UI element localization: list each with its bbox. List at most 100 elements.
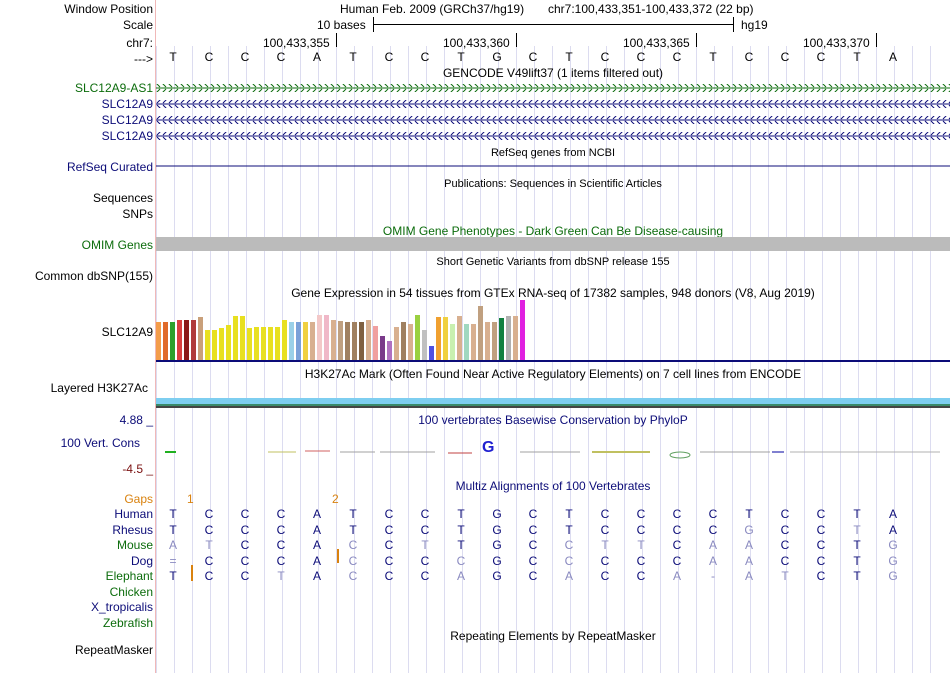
multiz-base: T <box>631 538 651 552</box>
multiz-species-label[interactable]: Zebrafish <box>103 616 153 630</box>
multiz-base: C <box>199 569 219 583</box>
multiz-base: C <box>235 538 255 552</box>
multiz-base: = <box>163 554 183 568</box>
multiz-species-label[interactable]: Elephant <box>106 569 153 583</box>
multiz-base: C <box>811 554 831 568</box>
multiz-base: C <box>595 554 615 568</box>
multiz-base: C <box>379 554 399 568</box>
multiz-base: C <box>595 569 615 583</box>
multiz-base: A <box>307 554 327 568</box>
multiz-base: T <box>847 538 867 552</box>
multiz-base: G <box>883 569 903 583</box>
multiz-base: G <box>883 554 903 568</box>
reference-base: T <box>703 50 723 64</box>
multiz-base: G <box>487 554 507 568</box>
multiz-base: C <box>343 554 363 568</box>
multiz-base: A <box>667 569 687 583</box>
insertion-mark <box>337 549 339 563</box>
multiz-base: C <box>631 523 651 537</box>
multiz-base: C <box>523 538 543 552</box>
multiz-base: T <box>847 569 867 583</box>
reference-base: C <box>775 50 795 64</box>
multiz-base: C <box>811 538 831 552</box>
multiz-base: T <box>451 523 471 537</box>
reference-base: T <box>847 50 867 64</box>
reference-base: T <box>451 50 471 64</box>
multiz-base: A <box>559 569 579 583</box>
multiz-base: C <box>667 554 687 568</box>
repeatmasker-track-title: Repeating Elements by RepeatMasker <box>156 629 950 643</box>
multiz-base: C <box>775 523 795 537</box>
multiz-base: G <box>883 538 903 552</box>
multiz-base: T <box>739 507 759 521</box>
reference-base: A <box>883 50 903 64</box>
reference-base: C <box>199 50 219 64</box>
multiz-base: C <box>595 507 615 521</box>
reference-base: G <box>487 50 507 64</box>
multiz-species-label[interactable]: Dog <box>131 554 153 568</box>
multiz-base: C <box>271 538 291 552</box>
multiz-base: C <box>235 507 255 521</box>
multiz-base: T <box>451 538 471 552</box>
multiz-base: C <box>235 569 255 583</box>
multiz-base: A <box>703 554 723 568</box>
multiz-base: T <box>595 538 615 552</box>
reference-base: C <box>811 50 831 64</box>
multiz-base: G <box>487 538 507 552</box>
multiz-base: C <box>523 554 543 568</box>
reference-base: T <box>163 50 183 64</box>
multiz-species-label[interactable]: Chicken <box>110 585 153 599</box>
reference-base: C <box>415 50 435 64</box>
multiz-base: C <box>415 507 435 521</box>
reference-base: C <box>667 50 687 64</box>
multiz-species-label[interactable]: Human <box>114 507 153 521</box>
multiz-base: C <box>235 554 255 568</box>
multiz-base: C <box>667 523 687 537</box>
multiz-base: C <box>271 554 291 568</box>
multiz-base: C <box>379 523 399 537</box>
multiz-base: C <box>631 554 651 568</box>
multiz-base: C <box>451 554 471 568</box>
multiz-base: C <box>667 507 687 521</box>
multiz-species-label[interactable]: Mouse <box>117 538 153 552</box>
reference-base: C <box>631 50 651 64</box>
phylop-mark-9 <box>670 452 690 458</box>
genome-browser: Window Position Scale chr7: ---> SLC12A9… <box>0 0 950 673</box>
multiz-base: C <box>199 523 219 537</box>
multiz-base: T <box>199 538 219 552</box>
multiz-species-label[interactable]: X_tropicalis <box>91 600 153 614</box>
multiz-base: A <box>163 538 183 552</box>
reference-base: C <box>739 50 759 64</box>
multiz-base: C <box>631 507 651 521</box>
multiz-base: - <box>703 569 723 583</box>
multiz-base: A <box>883 523 903 537</box>
reference-base: C <box>595 50 615 64</box>
multiz-base: C <box>199 507 219 521</box>
multiz-base: A <box>703 538 723 552</box>
multiz-base: T <box>415 538 435 552</box>
multiz-base: A <box>307 523 327 537</box>
phylop-logo-g: G <box>482 439 494 456</box>
multiz-base: C <box>523 507 543 521</box>
multiz-base: C <box>271 523 291 537</box>
multiz-base: C <box>559 538 579 552</box>
multiz-base: C <box>811 523 831 537</box>
multiz-base: C <box>595 523 615 537</box>
multiz-base: C <box>667 538 687 552</box>
multiz-base: T <box>559 523 579 537</box>
multiz-base: C <box>379 538 399 552</box>
multiz-base: G <box>739 523 759 537</box>
multiz-base: C <box>343 538 363 552</box>
multiz-base: A <box>739 569 759 583</box>
multiz-base: C <box>523 523 543 537</box>
multiz-base: A <box>739 554 759 568</box>
multiz-base: T <box>343 507 363 521</box>
multiz-base: T <box>775 569 795 583</box>
multiz-base: T <box>847 554 867 568</box>
reference-base: C <box>271 50 291 64</box>
multiz-species-label[interactable]: Rhesus <box>112 523 153 537</box>
multiz-base: C <box>415 569 435 583</box>
multiz-base: C <box>379 569 399 583</box>
multiz-base: T <box>847 523 867 537</box>
multiz-base: T <box>343 523 363 537</box>
